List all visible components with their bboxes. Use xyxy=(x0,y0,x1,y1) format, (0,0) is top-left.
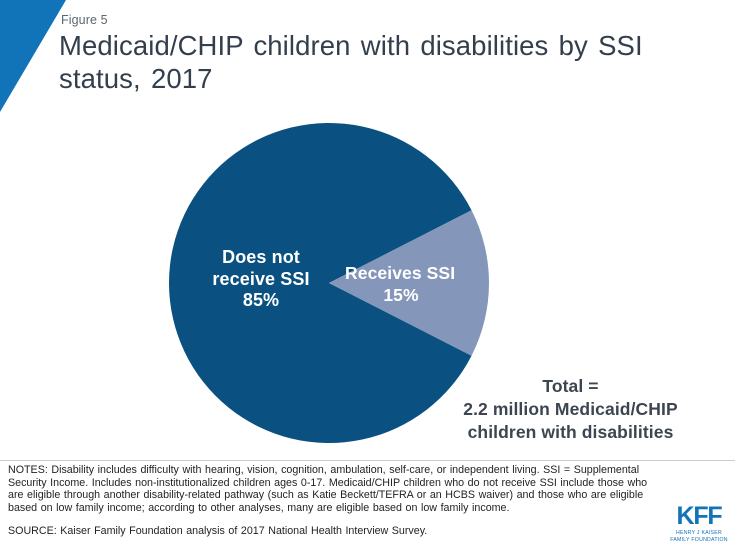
pie-chart-svg xyxy=(168,123,489,444)
footer-divider xyxy=(0,460,735,461)
pie-label-value: 85% xyxy=(242,290,280,310)
pie-label-receives-ssi: Receives SSI 15% xyxy=(345,263,485,306)
pie-label-line1: Receives SSI xyxy=(345,263,456,283)
brand-corner-wedge xyxy=(0,0,66,112)
total-line-2: 2.2 million Medicaid/CHIP xyxy=(463,399,678,419)
figure-label: Figure 5 xyxy=(61,13,108,27)
footer-source: SOURCE: Kaiser Family Foundation analysi… xyxy=(8,525,428,537)
pie-label-does-not-receive-ssi: Does not receive SSI 85% xyxy=(188,247,334,312)
pie-label-value: 15% xyxy=(383,284,419,305)
pie-chart: Does not receive SSI 85% Receives SSI 15… xyxy=(0,100,735,460)
pie-label-line2: receive SSI xyxy=(212,268,310,289)
footer-notes: NOTES: Disability includes difficulty wi… xyxy=(8,464,648,514)
pie-label-line1: Does not xyxy=(222,247,300,267)
kff-tagline-line2: FAMILY FOUNDATION xyxy=(670,537,728,544)
kff-wordmark: KFF xyxy=(676,502,723,530)
pie-slice-does-not-receive-ssi[interactable] xyxy=(168,123,472,444)
page-title: Medicaid/CHIP children with disabilities… xyxy=(59,30,643,94)
total-annotation: Total = 2.2 million Medicaid/CHIP childr… xyxy=(418,375,723,444)
footer: NOTES: Disability includes difficulty wi… xyxy=(0,460,735,551)
total-line-3: children with disabilities xyxy=(467,422,674,442)
pie-slice-receives-ssi[interactable] xyxy=(329,210,489,356)
total-line-1: Total = xyxy=(542,376,599,396)
kff-logo[interactable]: KFF HENRY J KAISER FAMILY FOUNDATION xyxy=(668,502,730,544)
kff-tagline-line1: HENRY J KAISER xyxy=(676,530,722,536)
